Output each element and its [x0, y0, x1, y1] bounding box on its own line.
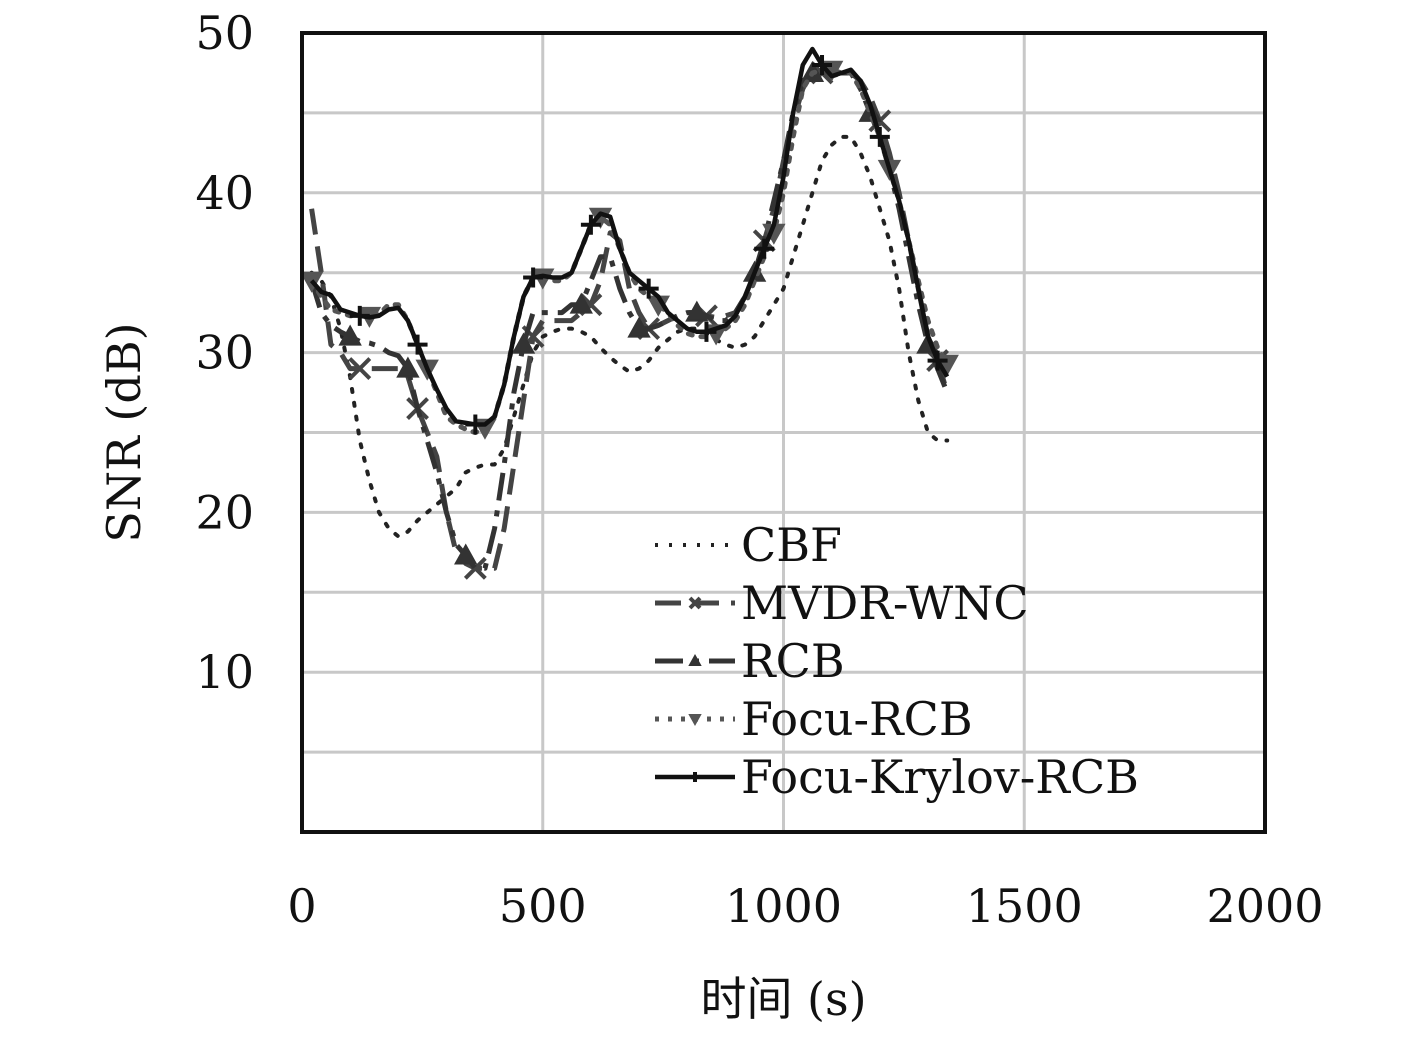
- data-point: [454, 543, 478, 565]
- data-point: [688, 596, 702, 610]
- x-tick-label: 2000: [1206, 879, 1323, 933]
- data-point: [407, 334, 428, 355]
- data-point: [690, 772, 700, 782]
- legend-label: Focu-Krylov-RCB: [741, 750, 1139, 804]
- data-point: [754, 238, 775, 259]
- data-point: [696, 321, 717, 342]
- y-tick-label: 20: [195, 485, 254, 539]
- data-point: [685, 300, 709, 322]
- legend-label: RCB: [741, 634, 845, 688]
- series-focu-rcb: [299, 60, 959, 440]
- data-point: [569, 292, 593, 314]
- data-point: [869, 126, 890, 147]
- data-point: [396, 356, 420, 378]
- series-line: [309, 134, 950, 539]
- data-point: [348, 357, 372, 380]
- data-point: [523, 267, 544, 288]
- y-tick-label: 10: [195, 645, 254, 699]
- y-tick-label: 30: [195, 326, 254, 380]
- legend-item: RCB: [655, 634, 845, 688]
- series-lines: [299, 46, 959, 580]
- y-tick-label: 50: [195, 6, 254, 60]
- legend-item: MVDR-WNC: [655, 576, 1029, 630]
- x-axis-label: 时间 (s): [700, 972, 866, 1026]
- legend-label: MVDR-WNC: [741, 576, 1029, 630]
- legend-item: Focu-Krylov-RCB: [655, 750, 1139, 804]
- x-tick-label: 500: [499, 879, 587, 933]
- data-point: [688, 653, 702, 666]
- y-tick-label: 40: [195, 166, 254, 220]
- legend-item: CBF: [655, 518, 842, 572]
- x-tick-label: 1000: [725, 879, 842, 933]
- data-point: [511, 332, 536, 354]
- x-tick-label: 0: [287, 879, 316, 933]
- tick-labels: 0 500 1000 1500 2000 10 20 30 40 50: [195, 6, 1323, 933]
- series-focu-krylov-rcb: [309, 46, 950, 435]
- data-point: [812, 54, 833, 75]
- data-point: [927, 350, 948, 371]
- plot-frame: [300, 31, 1267, 834]
- data-point: [688, 714, 702, 727]
- data-point: [638, 278, 659, 299]
- data-point: [627, 316, 651, 338]
- data-point: [349, 305, 370, 326]
- y-axis-label: SNR (dB): [97, 322, 151, 542]
- series-cbf: [309, 134, 950, 539]
- legend-label: Focu-RCB: [741, 692, 973, 746]
- data-point: [465, 414, 486, 435]
- legend-item: Focu-RCB: [655, 692, 973, 746]
- data-point: [338, 324, 362, 346]
- grid-lines: [302, 33, 1265, 832]
- x-tick-label: 1500: [966, 879, 1083, 933]
- legend-label: CBF: [741, 518, 842, 572]
- data-point: [580, 214, 601, 235]
